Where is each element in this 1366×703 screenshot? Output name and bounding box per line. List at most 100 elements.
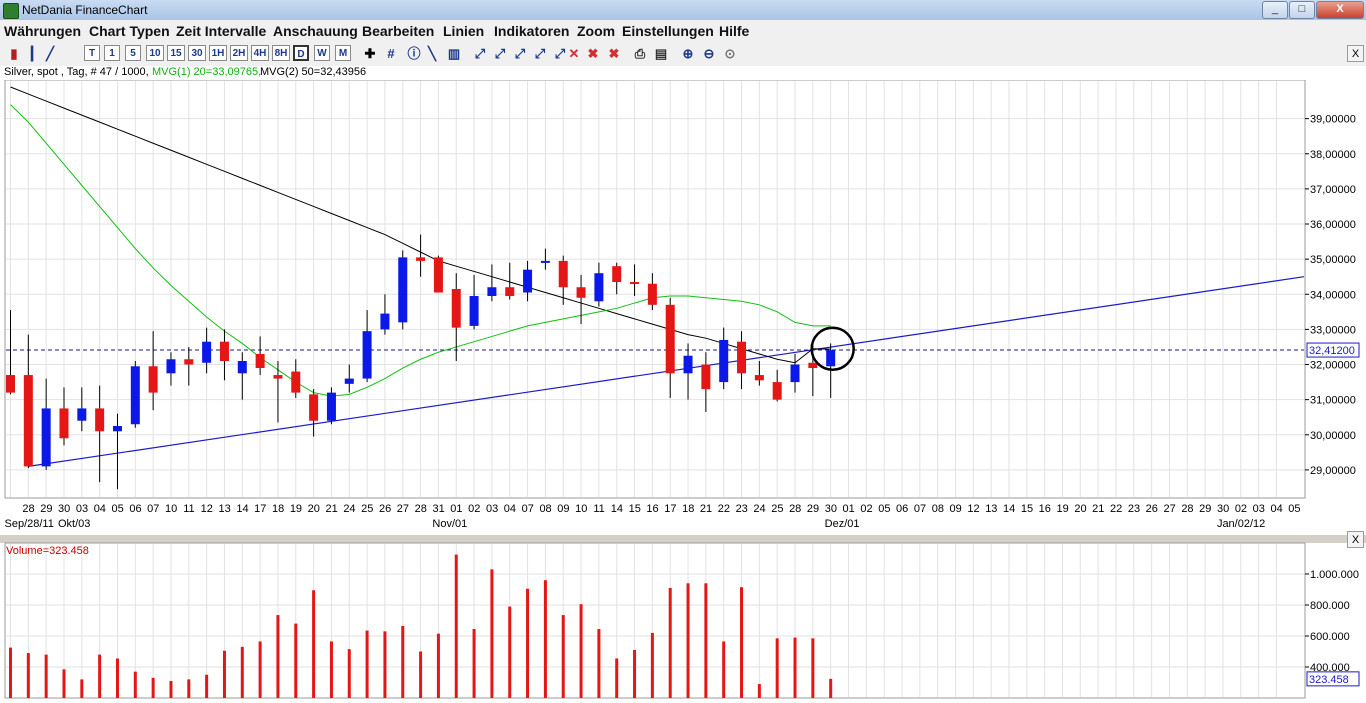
date-tick-label: 19 [290,503,302,515]
current-price-badge [1306,342,1360,358]
date-tick-label: 23 [736,503,748,515]
date-tick-label: 05 [878,503,890,515]
volume-close-button[interactable]: X [1347,531,1364,548]
date-tick-label: 17 [664,503,676,515]
candle-body [630,281,640,284]
candle [576,274,586,325]
delete-selected-icon[interactable]: ✖ [587,46,599,61]
candle [95,385,105,483]
candle-body [594,273,604,302]
maximize-button[interactable]: □ [1289,1,1315,19]
candle-body [665,304,675,374]
interval-30min-button[interactable]: 30 [188,45,206,61]
volume-bar [115,658,119,698]
candle [790,353,800,393]
date-tick-label: 30 [1217,503,1229,515]
date-tick-label: 06 [896,503,908,515]
interval-week-button[interactable]: W [314,45,330,61]
candle [433,255,443,293]
menu-hilfe[interactable]: Hilfe [719,23,750,39]
fibonacci-icon[interactable]: ▥ [447,46,461,61]
delete-all-icon[interactable]: ✖ [608,46,620,61]
interval-10min-button[interactable]: 10 [146,45,164,61]
interval-4h-button[interactable]: 4H [251,45,269,61]
volume-bar [133,671,137,698]
trend-tool-5-icon[interactable]: ⤢ [554,46,566,61]
menu-zoom[interactable]: Zoom [577,23,616,39]
candle-body [737,341,747,374]
interval-8h-button[interactable]: 8H [272,45,290,61]
trend-tool-1-icon[interactable]: ⤢ [474,46,486,61]
zoom-in-icon[interactable]: ⊕ [682,46,694,61]
date-tick-label: 07 [147,503,159,515]
volume-bar [526,588,530,698]
panel-divider [0,535,1366,543]
menu-einstellungen[interactable]: Einstellungen [622,23,714,39]
candle-body [362,331,372,379]
print-preview-icon[interactable]: ▤ [654,46,668,61]
interval-tick-button[interactable]: T [84,45,100,61]
volume-bar [26,653,30,698]
chart-close-button[interactable]: X [1347,45,1364,62]
bar-chart-icon[interactable]: ┃ [28,46,36,61]
candle [683,343,693,400]
grid-icon[interactable]: # [387,46,395,61]
trend-tool-4-icon[interactable]: ⤢ [534,46,546,61]
chart-area[interactable]: 39,00000 38,00000 37,00000 36,00000 35,00000… [0,80,1366,703]
draw-line-icon[interactable]: ╲ [428,46,436,61]
crosshair-icon[interactable]: ✚ [364,46,376,61]
volume-bar [169,680,173,698]
interval-day-button[interactable]: D [293,45,309,61]
interval-5min-button[interactable]: 5 [125,45,141,61]
mvg1-info: MVG(1) 20=33,09765, [152,66,262,78]
menu-waehrungen[interactable]: Währungen [4,23,81,39]
date-tick-label: 18 [272,503,284,515]
month-label: Sep/28/11 [5,518,54,530]
minimize-button[interactable]: _ [1262,1,1288,19]
date-tick-label: 10 [575,503,587,515]
interval-month-button[interactable]: M [335,45,351,61]
candle [166,352,176,386]
volume-bar [579,604,583,698]
info-icon[interactable]: ⓘ [407,46,421,61]
candle-body [433,257,443,293]
candle-chart-icon[interactable]: ▮ [10,46,18,61]
zoom-out-icon[interactable]: ⊖ [703,46,715,61]
interval-15min-button[interactable]: 15 [167,45,185,61]
volume-bar [793,637,797,698]
candle-body [772,382,782,400]
close-window-button[interactable]: X [1316,1,1364,19]
candle-body [612,266,622,282]
menu-zeit-intervalle[interactable]: Zeit Intervalle [176,23,267,39]
zoom-reset-icon[interactable]: ⊙ [724,46,736,61]
date-tick-label: 04 [94,503,106,515]
volume-bar [722,641,726,698]
date-tick-label: 07 [522,503,534,515]
candle [309,389,319,437]
delete-line-icon[interactable]: ✕ [568,46,580,61]
date-tick-label: 21 [700,503,712,515]
price-tick-label: 29,00000 [1310,465,1356,477]
menu-linien[interactable]: Linien [443,23,485,39]
candle-body [647,283,657,305]
interval-2h-button[interactable]: 2H [230,45,248,61]
interval-1h-button[interactable]: 1H [209,45,227,61]
candle-body [826,350,836,367]
interval-1min-button[interactable]: 1 [104,45,120,61]
print-icon[interactable]: ⎙ [634,46,646,61]
menu-anschauung[interactable]: Anschauung [273,23,358,39]
volume-bar [490,569,494,698]
menu-chart-typen[interactable]: Chart Typen [89,23,170,39]
trend-tool-2-icon[interactable]: ⤢ [494,46,506,61]
month-label: Dez/01 [825,518,860,530]
line-chart-icon[interactable]: ╱ [46,46,54,61]
date-tick-label: 25 [361,503,373,515]
candle [754,361,764,386]
menu-indikatoren[interactable]: Indikatoren [494,23,570,39]
date-tick-label: 20 [1074,503,1086,515]
menu-bearbeiten[interactable]: Bearbeiten [362,23,435,39]
candle-body [41,408,51,467]
candle [487,264,497,302]
date-tick-label: 31 [432,503,444,515]
trend-tool-3-icon[interactable]: ⤢ [514,46,526,61]
